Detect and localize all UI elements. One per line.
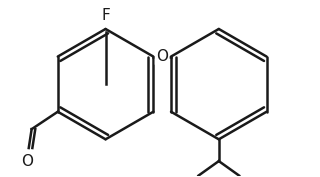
Text: O: O — [156, 49, 168, 64]
Text: F: F — [101, 8, 110, 23]
Text: O: O — [21, 154, 33, 169]
